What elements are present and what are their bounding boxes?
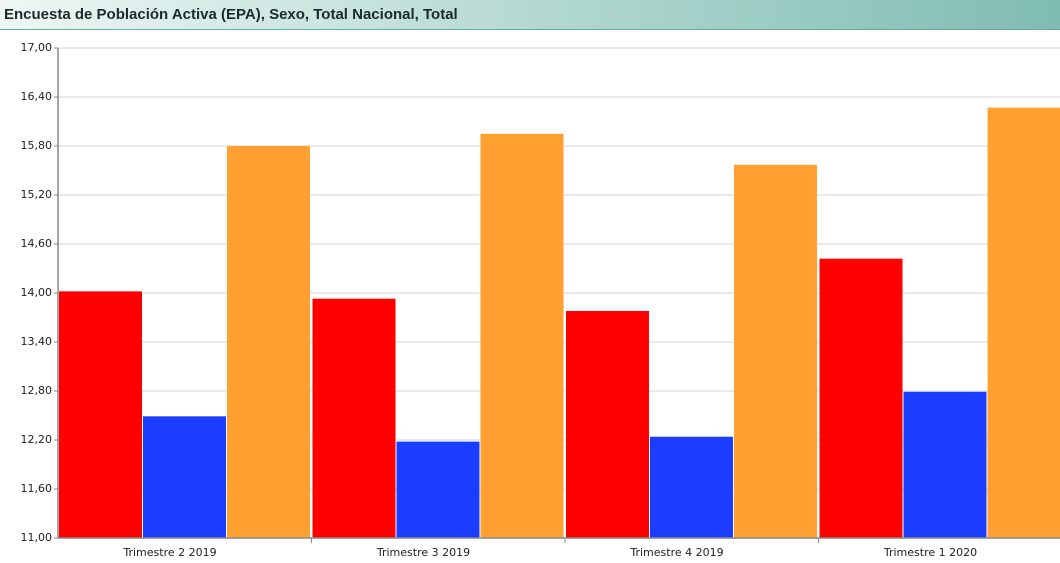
bar (734, 164, 817, 539)
x-tick-label: Trimestre 2 2019 (122, 546, 216, 559)
y-tick-label: 12,80 (21, 384, 53, 397)
title-bar: Encuesta de Población Activa (EPA), Sexo… (0, 0, 1060, 30)
y-tick-label: 15,80 (21, 139, 53, 152)
y-tick-label: 11,60 (21, 482, 53, 495)
bar (819, 258, 903, 538)
y-tick-label: 17,00 (21, 41, 53, 54)
bar (987, 107, 1060, 538)
bar (59, 291, 142, 538)
bar (396, 441, 480, 538)
bar (903, 391, 987, 538)
y-tick-label: 14,60 (21, 237, 53, 250)
x-tick-label: Trimestre 3 2019 (376, 546, 470, 559)
x-tick-label: Trimestre 1 2020 (883, 546, 977, 559)
y-tick-label: 15,20 (21, 188, 53, 201)
bar (227, 146, 310, 538)
bar (143, 416, 226, 538)
bar (480, 133, 564, 538)
y-tick-label: 11,00 (21, 531, 53, 544)
y-tick-label: 14,00 (21, 286, 53, 299)
bar (312, 298, 396, 538)
bar (650, 436, 733, 538)
chart-title: Encuesta de Población Activa (EPA), Sexo… (4, 6, 458, 23)
y-tick-label: 13,40 (21, 335, 53, 348)
y-tick-label: 12,20 (21, 433, 53, 446)
x-tick-label: Trimestre 4 2019 (629, 546, 723, 559)
bar (566, 310, 649, 538)
y-tick-label: 16,40 (21, 90, 53, 103)
